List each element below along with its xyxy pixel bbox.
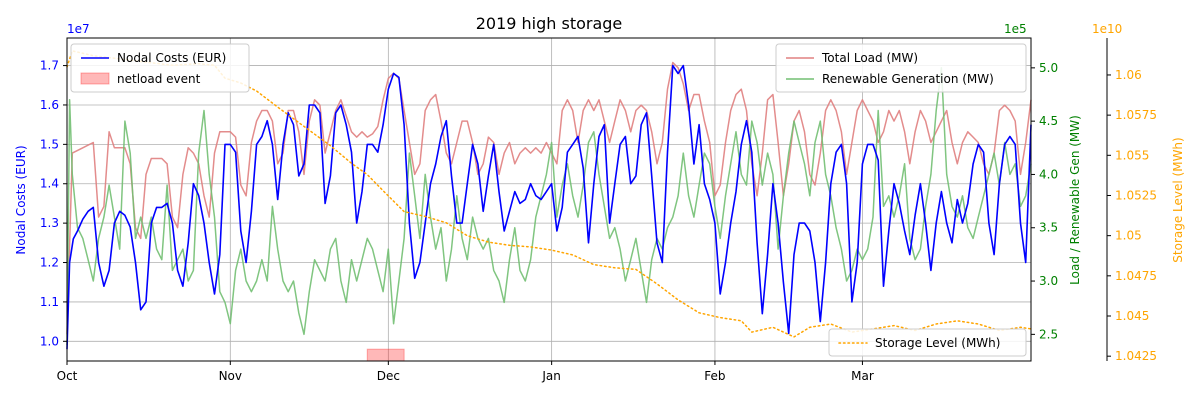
left-axis-exponent: 1e7: [67, 22, 90, 36]
right2-tick-label: 1.0575: [1115, 108, 1157, 122]
left-axis: 1.0 1.1 1.2 1.3 1.4 1.5 1.6 1.7: [40, 59, 67, 348]
left-tick-label: 1.6: [40, 98, 59, 112]
legend-label: Total Load (MW): [821, 51, 918, 65]
x-tick-label: Dec: [377, 369, 400, 383]
right1-tick-label: 4.5: [1039, 114, 1058, 128]
left-tick-label: 1.5: [40, 137, 59, 151]
x-tick-label: Oct: [57, 369, 78, 383]
right1-tick-label: 5.0: [1039, 61, 1058, 75]
series-total-load-mw: [66, 61, 1032, 335]
left-tick-label: 1.4: [40, 177, 59, 191]
right1-tick-label: 2.5: [1039, 327, 1058, 341]
legend-lower-right: Storage Level (MWh): [828, 328, 1027, 357]
right2-axis: 1.0425 1.045 1.0475 1.05 1.0525 1.055 1.0575 1.…: [1106, 38, 1157, 363]
x-tick-label: Mar: [851, 369, 874, 383]
right2-tick-label: 1.0525: [1115, 188, 1157, 202]
netload-event-layer: [366, 348, 405, 362]
series-layer: [66, 50, 1032, 350]
left-tick-label: 1.0: [40, 334, 59, 348]
right2-tick-label: 1.05: [1115, 229, 1142, 243]
left-tick-label: 1.3: [40, 216, 59, 230]
right2-tick-label: 1.06: [1115, 68, 1142, 82]
right2-tick-label: 1.0425: [1115, 349, 1157, 363]
right1-axis-exponent: 1e5: [1004, 22, 1027, 36]
netload-event-patch: [366, 348, 405, 362]
right2-tick-label: 1.045: [1115, 309, 1149, 323]
left-tick-label: 1.2: [40, 256, 59, 270]
x-axis: Oct Nov Dec Jan Feb Mar: [57, 361, 874, 383]
legend-label: netload event: [117, 72, 201, 86]
right2-axis-label: Storage Level (MWh): [1171, 137, 1185, 262]
right2-axis-exponent: 1e10: [1092, 22, 1122, 36]
right2-tick-label: 1.055: [1115, 148, 1149, 162]
plot-frame: [66, 37, 1032, 362]
x-tick-label: Jan: [541, 369, 561, 383]
chart-title: 2019 high storage: [476, 14, 623, 33]
legend-swatch: [80, 72, 110, 85]
x-tick-label: Feb: [704, 369, 725, 383]
right1-tick-label: 3.5: [1039, 221, 1058, 235]
right1-tick-label: 3.0: [1039, 274, 1058, 288]
legend-box: [828, 328, 1027, 357]
x-tick-label: Nov: [219, 369, 242, 383]
left-axis-label: Nodal Costs (EUR): [14, 145, 28, 254]
legend-box: [70, 43, 250, 93]
left-tick-label: 1.7: [40, 59, 59, 73]
legend-upper-right: Total Load (MW) Renewable Generation (MW): [775, 43, 1027, 93]
legend-label: Storage Level (MWh): [875, 336, 1000, 350]
right1-axis: 2.5 3.0 3.5 4.0 4.5 5.0: [1031, 61, 1058, 341]
legend-label: Renewable Generation (MW): [822, 72, 994, 86]
right1-axis-label: Load / Renewable Gen (MW): [1068, 115, 1082, 285]
series-nodal-costs-eur: [66, 64, 1032, 350]
legend-upper-left: Nodal Costs (EUR) netload event: [70, 43, 250, 93]
legend-label: Nodal Costs (EUR): [117, 51, 226, 65]
right2-tick-label: 1.0475: [1115, 269, 1157, 283]
right1-tick-label: 4.0: [1039, 167, 1058, 181]
series-renewable-generation-mw: [66, 67, 1032, 346]
left-tick-label: 1.1: [40, 295, 59, 309]
legend-box: [775, 43, 1027, 93]
